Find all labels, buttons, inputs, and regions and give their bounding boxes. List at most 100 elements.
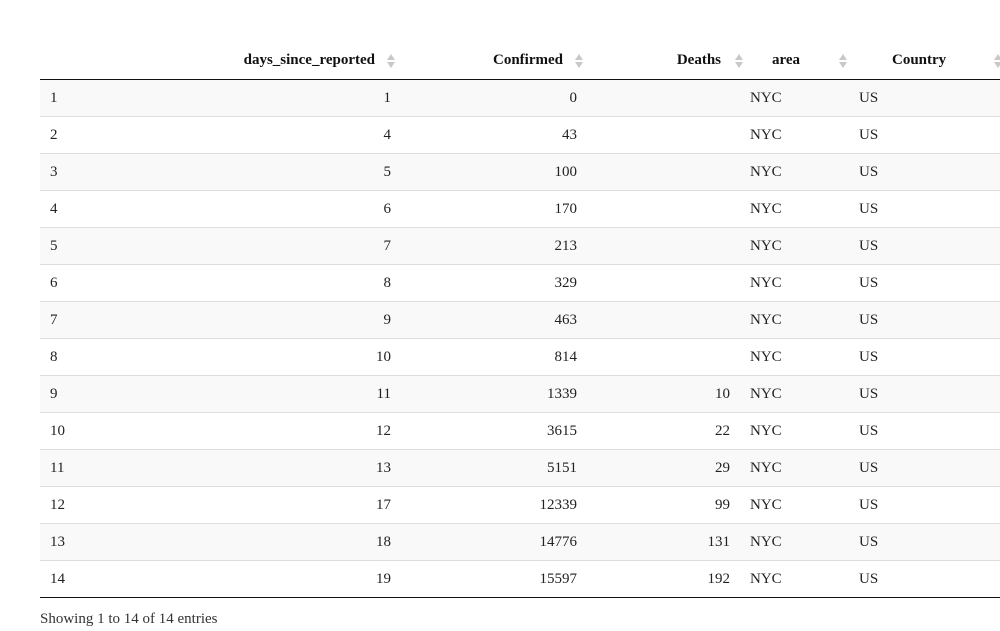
days-since-reported-cell: 1 (225, 79, 399, 117)
confirmed-cell: 43 (399, 116, 585, 154)
table-row: 4 6 170 NYC US (40, 190, 1000, 228)
confirmed-cell: 14776 (399, 523, 585, 561)
table-row: 2 4 43 NYC US (40, 116, 1000, 154)
header-row: days_since_reported Confirmed Deaths (40, 41, 1000, 80)
table-row: 7 9 463 NYC US (40, 301, 1000, 339)
days-since-reported-cell: 18 (225, 523, 399, 561)
sort-both-icon (994, 53, 1000, 69)
column-header-label: Confirmed (493, 52, 563, 68)
table-row: 3 5 100 NYC US (40, 153, 1000, 191)
table-body: 1 1 0 NYC US 2 4 43 NYC US 3 5 100 NYC US 4 6 170 NYC US 5 7 2… (40, 79, 1000, 598)
days-since-reported-cell: 5 (225, 153, 399, 191)
days-since-reported-cell: 6 (225, 190, 399, 228)
confirmed-cell: 15597 (399, 560, 585, 598)
row-index-cell: 10 (40, 412, 225, 450)
table-row: 1 1 0 NYC US (40, 79, 1000, 117)
confirmed-cell: 329 (399, 264, 585, 302)
country-cell: US (845, 486, 1000, 524)
column-header-deaths[interactable]: Deaths (585, 41, 743, 80)
country-cell: US (845, 116, 1000, 154)
confirmed-cell: 100 (399, 153, 585, 191)
deaths-cell (585, 338, 737, 376)
column-header-index[interactable] (40, 41, 225, 80)
table-row: 6 8 329 NYC US (40, 264, 1000, 302)
row-index-cell: 14 (40, 560, 225, 598)
area-cell: NYC (737, 264, 845, 302)
column-header-label: Country (892, 52, 947, 68)
confirmed-cell: 814 (399, 338, 585, 376)
row-index-cell: 3 (40, 153, 225, 191)
table-row: 5 7 213 NYC US (40, 227, 1000, 265)
row-index-cell: 5 (40, 227, 225, 265)
area-cell: NYC (737, 412, 845, 450)
confirmed-cell: 213 (399, 227, 585, 265)
table-row: 9 11 1339 10 NYC US (40, 375, 1000, 413)
column-header-confirmed[interactable]: Confirmed (399, 41, 585, 80)
row-index-cell: 4 (40, 190, 225, 228)
days-since-reported-cell: 13 (225, 449, 399, 487)
column-header-label: area (772, 52, 801, 68)
confirmed-cell: 12339 (399, 486, 585, 524)
deaths-cell (585, 153, 737, 191)
country-cell: US (845, 301, 1000, 339)
country-cell: US (845, 79, 1000, 117)
deaths-cell (585, 79, 737, 117)
table-row: 8 10 814 NYC US (40, 338, 1000, 376)
deaths-cell: 10 (585, 375, 737, 413)
deaths-cell (585, 190, 737, 228)
confirmed-cell: 1339 (399, 375, 585, 413)
days-since-reported-cell: 12 (225, 412, 399, 450)
row-index-cell: 12 (40, 486, 225, 524)
column-header-area[interactable]: area (737, 41, 847, 80)
country-cell: US (845, 375, 1000, 413)
table-row: 12 17 12339 99 NYC US (40, 486, 1000, 524)
table-row: 10 12 3615 22 NYC US (40, 412, 1000, 450)
days-since-reported-cell: 9 (225, 301, 399, 339)
area-cell: NYC (737, 449, 845, 487)
row-index-cell: 2 (40, 116, 225, 154)
country-cell: US (845, 153, 1000, 191)
column-header-country[interactable]: Country (845, 41, 1000, 80)
table-row: 13 18 14776 131 NYC US (40, 523, 1000, 561)
area-cell: NYC (737, 523, 845, 561)
confirmed-cell: 170 (399, 190, 585, 228)
confirmed-cell: 5151 (399, 449, 585, 487)
table-header: days_since_reported Confirmed Deaths (40, 41, 1000, 80)
deaths-cell: 29 (585, 449, 737, 487)
deaths-cell: 192 (585, 560, 737, 598)
area-cell: NYC (737, 486, 845, 524)
table-row: 14 19 15597 192 NYC US (40, 560, 1000, 598)
area-cell: NYC (737, 116, 845, 154)
confirmed-cell: 3615 (399, 412, 585, 450)
column-header-days-since-reported[interactable]: days_since_reported (225, 41, 399, 80)
deaths-cell: 99 (585, 486, 737, 524)
days-since-reported-cell: 10 (225, 338, 399, 376)
deaths-cell: 22 (585, 412, 737, 450)
days-since-reported-cell: 19 (225, 560, 399, 598)
deaths-cell (585, 301, 737, 339)
sort-both-icon (387, 53, 395, 69)
days-since-reported-cell: 11 (225, 375, 399, 413)
area-cell: NYC (737, 227, 845, 265)
column-header-label: Deaths (676, 52, 721, 68)
row-index-cell: 8 (40, 338, 225, 376)
row-index-cell: 1 (40, 79, 225, 117)
area-cell: NYC (737, 79, 845, 117)
table-row: 11 13 5151 29 NYC US (40, 449, 1000, 487)
country-cell: US (845, 190, 1000, 228)
confirmed-cell: 463 (399, 301, 585, 339)
confirmed-cell: 0 (399, 79, 585, 117)
row-index-cell: 9 (40, 375, 225, 413)
column-header-label: days_since_reported (243, 52, 375, 68)
data-table-wrapper: days_since_reported Confirmed Deaths (40, 41, 1000, 598)
row-index-cell: 11 (40, 449, 225, 487)
row-index-cell: 6 (40, 264, 225, 302)
row-index-cell: 7 (40, 301, 225, 339)
deaths-cell (585, 264, 737, 302)
country-cell: US (845, 449, 1000, 487)
area-cell: NYC (737, 560, 845, 598)
country-cell: US (845, 560, 1000, 598)
country-cell: US (845, 412, 1000, 450)
deaths-cell (585, 116, 737, 154)
row-index-cell: 13 (40, 523, 225, 561)
